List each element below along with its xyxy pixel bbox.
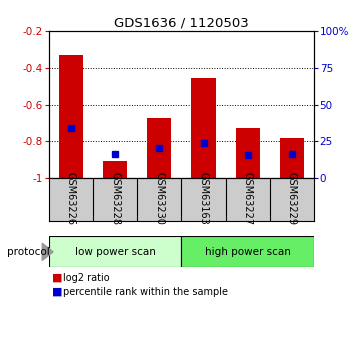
Text: GSM63230: GSM63230: [154, 172, 164, 225]
Text: protocol: protocol: [7, 247, 50, 257]
Bar: [236, 128, 260, 178]
Text: ■: ■: [52, 273, 63, 283]
Title: GDS1636 / 1120503: GDS1636 / 1120503: [114, 17, 249, 30]
Text: high power scan: high power scan: [205, 247, 291, 257]
Text: GSM63227: GSM63227: [243, 172, 253, 225]
Bar: [280, 138, 304, 178]
Text: GSM63163: GSM63163: [199, 172, 209, 225]
Text: percentile rank within the sample: percentile rank within the sample: [63, 287, 228, 296]
Text: GSM63226: GSM63226: [66, 172, 76, 225]
Text: GSM63228: GSM63228: [110, 172, 120, 225]
Bar: [147, 118, 171, 178]
Text: ■: ■: [52, 287, 63, 296]
Text: GSM63229: GSM63229: [287, 172, 297, 225]
Bar: [59, 55, 83, 178]
Bar: [49, 236, 181, 267]
Bar: [181, 236, 314, 267]
Bar: [191, 78, 216, 178]
Bar: [103, 160, 127, 178]
Text: low power scan: low power scan: [75, 247, 156, 257]
Polygon shape: [42, 243, 53, 260]
Text: log2 ratio: log2 ratio: [63, 273, 110, 283]
